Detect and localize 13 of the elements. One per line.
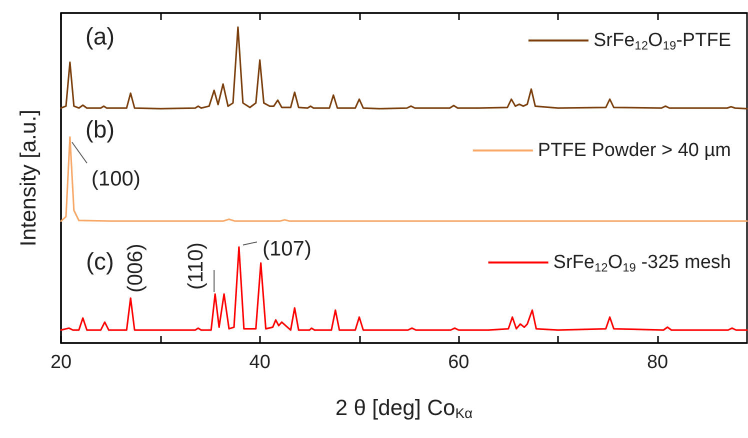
x-tick-label: 60: [448, 352, 470, 373]
annotation: (110): [184, 242, 208, 290]
annotation: (100): [91, 168, 140, 191]
annotation: (006): [124, 244, 148, 293]
annotation: (b): [85, 116, 115, 144]
x-tick-label: 40: [249, 352, 270, 373]
x-tick-label: 20: [50, 352, 72, 373]
annotation: (a): [85, 24, 115, 50]
x-tick-label: 80: [646, 352, 668, 373]
y-axis-title: Intensity [a.u.]: [16, 110, 40, 246]
legend-label: PTFE Powder > 40 µm: [538, 140, 732, 161]
annotation: (107): [262, 238, 312, 260]
annotation: (c): [86, 248, 114, 276]
